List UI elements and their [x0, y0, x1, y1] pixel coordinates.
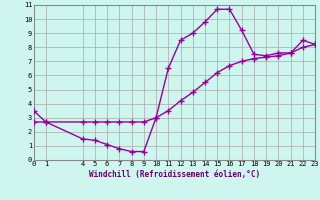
X-axis label: Windchill (Refroidissement éolien,°C): Windchill (Refroidissement éolien,°C) [89, 170, 260, 179]
